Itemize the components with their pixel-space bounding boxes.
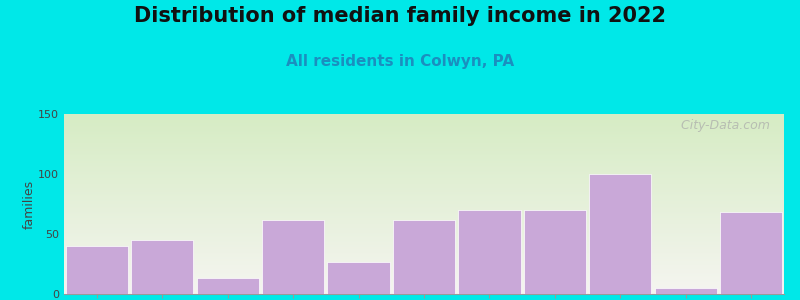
Bar [262,220,324,294]
Bar [131,240,194,294]
Bar [654,288,717,294]
Bar [66,246,128,294]
Bar [197,278,258,294]
Text: All residents in Colwyn, PA: All residents in Colwyn, PA [286,54,514,69]
Bar [524,210,586,294]
Bar [393,220,455,294]
Bar [590,174,651,294]
Y-axis label: families: families [22,179,35,229]
Bar [720,212,782,294]
Text: Distribution of median family income in 2022: Distribution of median family income in … [134,6,666,26]
Text: City-Data.com: City-Data.com [677,119,770,132]
Bar [458,210,521,294]
Bar [327,262,390,294]
